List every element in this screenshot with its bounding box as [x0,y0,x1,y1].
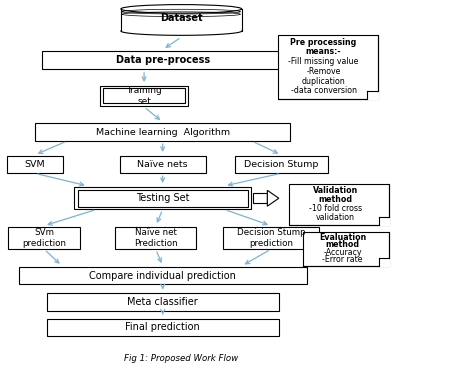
Text: Naïve net
Prediction: Naïve net Prediction [134,228,178,248]
Text: method: method [318,195,352,204]
Bar [115,227,196,249]
Text: validation: validation [316,213,355,222]
Bar [103,89,185,103]
Bar [100,86,188,106]
Bar [120,156,206,173]
Bar [35,123,291,141]
Polygon shape [367,91,377,99]
Text: Decision Stump: Decision Stump [244,160,319,169]
Bar [121,9,242,31]
Bar [42,51,283,69]
Bar [7,156,63,173]
Text: -Fill missing value: -Fill missing value [288,57,359,66]
Text: means:-: means:- [306,47,341,56]
Text: Meta classifier: Meta classifier [128,297,198,307]
Text: Pre processing: Pre processing [291,38,357,46]
Bar [8,227,80,249]
Bar [253,193,267,203]
Text: method: method [326,240,360,249]
Text: Evaluation: Evaluation [319,232,366,242]
Bar [74,187,251,210]
Bar [78,190,248,207]
Text: -Accuracy: -Accuracy [323,248,362,257]
Text: Training
set: Training set [126,86,162,106]
Text: Naïve nets: Naïve nets [137,160,188,169]
Text: SVm
prediction: SVm prediction [22,228,66,248]
Bar [235,156,328,173]
Text: Compare individual prediction: Compare individual prediction [89,270,236,281]
Text: Validation: Validation [312,186,358,194]
Bar [289,184,389,225]
Text: Final prediction: Final prediction [125,323,200,332]
Ellipse shape [121,4,242,13]
Bar [46,293,279,311]
Text: -Remove: -Remove [306,67,341,76]
Text: duplication: duplication [302,77,346,86]
Bar [278,35,377,99]
Text: Decision Stump
prediction: Decision Stump prediction [237,228,305,248]
Text: Machine learning  Algorithm: Machine learning Algorithm [96,128,230,137]
Text: -10 fold cross: -10 fold cross [309,204,362,213]
Text: Fig 1: Proposed Work Flow: Fig 1: Proposed Work Flow [124,355,238,363]
Text: -Error rate: -Error rate [322,255,363,265]
Text: -data conversion: -data conversion [291,86,356,95]
Text: SVM: SVM [25,160,45,169]
Text: Data pre-process: Data pre-process [116,55,210,65]
Bar [303,232,389,266]
Text: Testing Set: Testing Set [136,193,190,203]
Text: Dataset: Dataset [160,13,202,23]
Bar [46,319,279,336]
Bar [18,267,307,284]
Polygon shape [379,258,389,266]
Polygon shape [267,190,279,206]
Polygon shape [379,217,389,225]
Bar [223,227,319,249]
